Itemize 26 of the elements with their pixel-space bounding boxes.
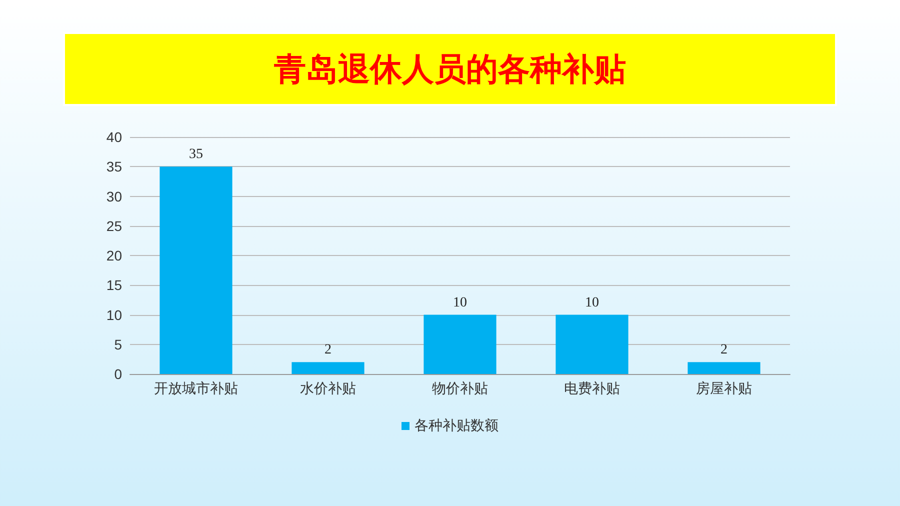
data-label: 2	[720, 342, 728, 358]
y-tick-label: 10	[106, 306, 122, 323]
y-tick-label: 40	[106, 129, 122, 145]
bar	[160, 166, 232, 374]
y-tick-label: 20	[106, 248, 122, 264]
y-tick-label: 30	[106, 188, 122, 204]
y-tick-label: 0	[114, 366, 122, 382]
data-label: 10	[585, 295, 599, 310]
x-tick-label: 水价补贴	[300, 381, 356, 397]
data-label: 35	[189, 147, 203, 162]
bar	[556, 314, 628, 374]
x-tick-label: 物价补贴	[432, 381, 488, 397]
bar	[292, 362, 364, 374]
y-tick-label: 5	[114, 336, 122, 352]
y-tick-label: 25	[106, 218, 122, 234]
chart-title: 青岛退休人员的各种补贴	[273, 50, 626, 88]
bar	[424, 314, 496, 374]
y-tick-label: 35	[106, 158, 122, 175]
legend-label: 各种补贴数额	[414, 418, 498, 434]
x-tick-label: 电费补贴	[564, 381, 620, 397]
x-tick-label: 开放城市补贴	[154, 381, 238, 397]
data-label: 10	[453, 295, 467, 310]
y-tick-label: 15	[106, 277, 122, 294]
data-label: 2	[324, 342, 332, 358]
bar	[688, 362, 760, 374]
x-tick-label: 房屋补贴	[696, 381, 752, 397]
